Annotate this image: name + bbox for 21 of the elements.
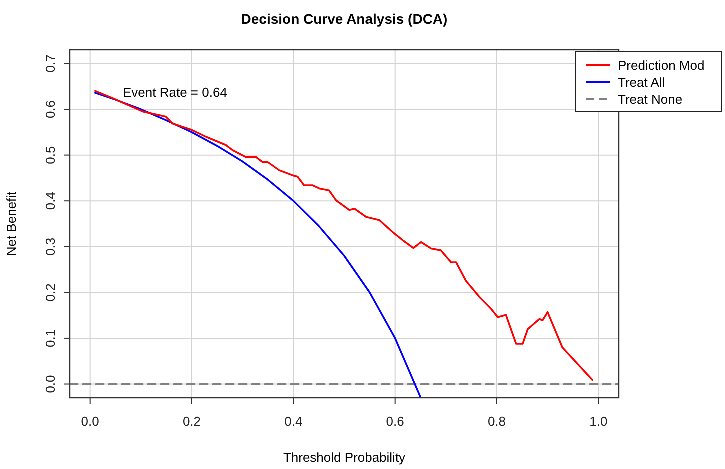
- y-tick-label: 0.5: [43, 146, 58, 164]
- legend-label: Treat None: [618, 92, 683, 107]
- y-tick-label: 0.3: [43, 238, 58, 256]
- y-tick-label: 0.0: [43, 375, 58, 394]
- x-tick-label: 0.2: [182, 414, 202, 429]
- y-tick-label: 0.7: [43, 54, 58, 73]
- annotation: Event Rate = 0.64: [123, 85, 228, 100]
- x-axis-title: Threshold Probability: [283, 450, 406, 465]
- legend-label: Treat All: [618, 75, 666, 90]
- chart-title: Decision Curve Analysis (DCA): [241, 11, 448, 27]
- x-tick-label: 1.0: [590, 414, 608, 429]
- y-tick-label: 0.1: [43, 329, 58, 348]
- y-tick-label: 0.4: [43, 192, 58, 210]
- x-tick-label: 0.4: [284, 414, 303, 429]
- x-tick-label: 0.6: [386, 414, 404, 429]
- x-tick-label: 0.8: [488, 414, 506, 429]
- y-tick-label: 0.2: [43, 284, 58, 302]
- y-tick-label: 0.6: [43, 100, 58, 119]
- legend-label: Prediction Mod: [618, 58, 705, 73]
- y-axis-title: Net Benefit: [4, 191, 19, 256]
- x-tick-label: 0.0: [81, 414, 100, 429]
